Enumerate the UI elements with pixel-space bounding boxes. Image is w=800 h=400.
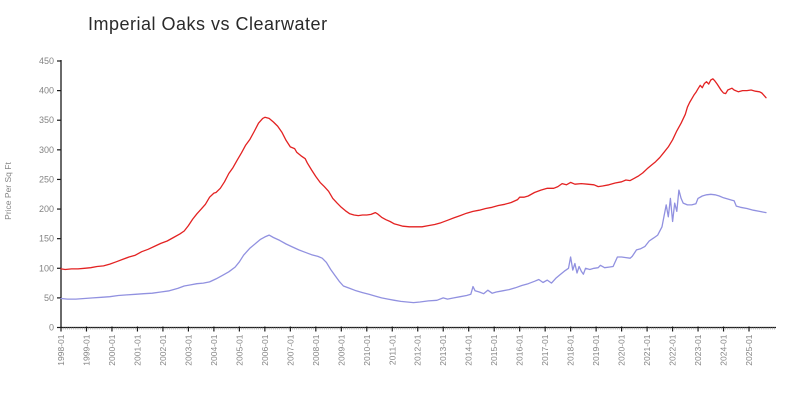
x-tick-label: 2017-01 [540, 334, 550, 365]
x-tick-label: 2000-01 [107, 334, 117, 365]
x-tick-label: 2009-01 [336, 334, 346, 365]
x-tick-label: 1999-01 [81, 334, 91, 365]
x-tick-label: 2025-01 [744, 334, 754, 365]
x-tick-label: 2019-01 [591, 334, 601, 365]
x-tick-label: 2007-01 [285, 334, 295, 365]
y-tick-label: 400 [39, 86, 54, 96]
x-tick-label: 2016-01 [515, 334, 525, 365]
x-tick-label: 1998-01 [56, 334, 66, 365]
x-tick-label: 2012-01 [413, 334, 423, 365]
x-tick-label: 2015-01 [489, 334, 499, 365]
y-tick-label: 100 [39, 263, 54, 273]
x-tick-label: 2020-01 [617, 334, 627, 365]
y-tick-label: 250 [39, 174, 54, 184]
y-tick-label: 50 [44, 293, 54, 303]
axes [60, 60, 776, 329]
series-line-clearwater [60, 189, 767, 304]
x-tick-label: 2001-01 [132, 334, 142, 365]
y-tick-label: 0 [49, 323, 54, 333]
series-line-imperial-oaks [60, 78, 767, 271]
x-tick-label: 2024-01 [719, 334, 729, 365]
y-axis-ticks: 0 50 100 150 200 250 300 350 400 450 [39, 56, 61, 333]
x-tick-label: 2023-01 [693, 334, 703, 365]
x-tick-label: 2014-01 [464, 334, 474, 365]
y-tick-label: 350 [39, 115, 54, 125]
x-axis-ticks: 1998-01 1999-01 2000-01 2001-01 2002-01 2003-… [56, 326, 754, 366]
y-axis-title: Price Per Sq Ft [3, 162, 13, 220]
x-tick-label: 2013-01 [438, 334, 448, 365]
y-tick-label: 300 [39, 145, 54, 155]
x-tick-label: 2002-01 [158, 334, 168, 365]
y-tick-label: 150 [39, 234, 54, 244]
x-tick-label: 2005-01 [234, 334, 244, 365]
x-tick-label: 2018-01 [566, 334, 576, 365]
y-tick-label: 200 [39, 204, 54, 214]
x-tick-label: 2010-01 [362, 334, 372, 365]
x-tick-label: 2004-01 [209, 334, 219, 365]
chart-title: Imperial Oaks vs Clearwater [88, 14, 328, 34]
x-minor-ticks [60, 327, 775, 330]
x-tick-label: 2006-01 [260, 334, 270, 365]
x-tick-label: 2008-01 [311, 334, 321, 365]
y-tick-label: 450 [39, 56, 54, 66]
x-tick-label: 2011-01 [387, 334, 397, 365]
x-tick-label: 2021-01 [642, 334, 652, 365]
x-tick-label: 2022-01 [668, 334, 678, 365]
x-tick-label: 2003-01 [183, 334, 193, 365]
